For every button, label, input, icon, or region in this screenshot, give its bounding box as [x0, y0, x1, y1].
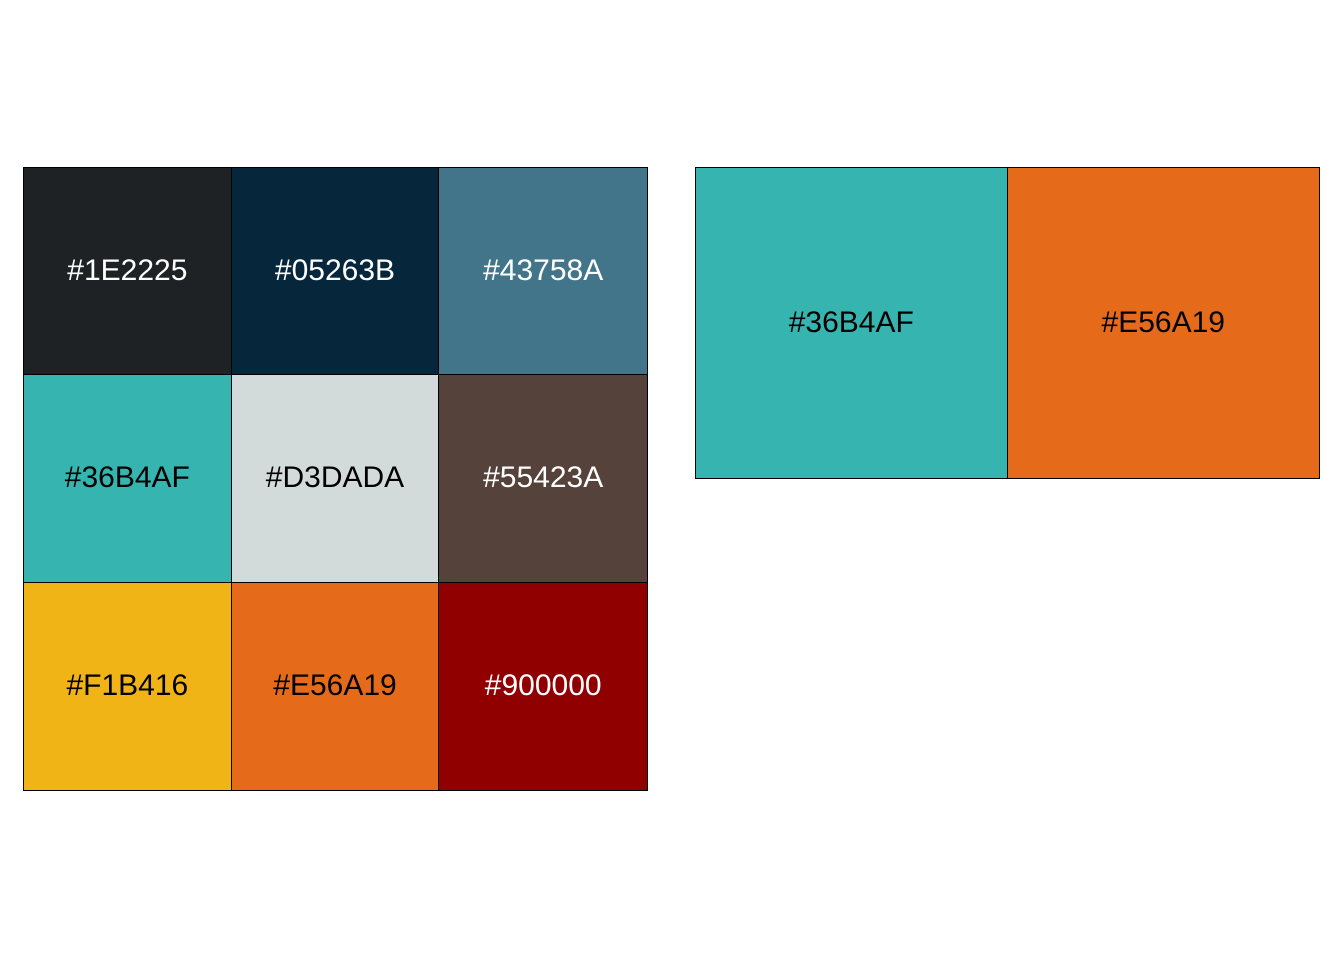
color-swatch: #1E2225 — [24, 168, 232, 376]
color-swatch: #05263B — [231, 168, 440, 376]
swatch-hex-label: #F1B416 — [66, 669, 189, 703]
swatch-hex-label: #36B4AF — [788, 306, 914, 339]
swatch-hex-label: #05263B — [274, 254, 396, 288]
color-swatch: #36B4AF — [696, 168, 1008, 478]
swatch-hex-label: #36B4AF — [64, 461, 190, 495]
color-swatch: #D3DADA — [231, 375, 440, 583]
swatch-hex-label: #55423A — [483, 461, 604, 495]
palette-grid-main: #1E2225 #05263B #43758A #36B4AF #D3DADA #5542… — [23, 167, 648, 791]
color-swatch: #55423A — [439, 375, 647, 583]
swatch-hex-label: #E56A19 — [1101, 306, 1225, 339]
color-swatch: #900000 — [439, 582, 647, 790]
color-swatch: #F1B416 — [24, 582, 232, 790]
swatch-hex-label: #900000 — [484, 669, 602, 703]
swatch-hex-label: #1E2225 — [67, 254, 188, 288]
swatch-hex-label: #E56A19 — [273, 669, 397, 703]
color-swatch: #36B4AF — [24, 375, 232, 583]
color-swatch: #E56A19 — [231, 582, 440, 790]
swatch-hex-label: #43758A — [483, 254, 604, 288]
palette-grid-accent: #36B4AF #E56A19 — [695, 167, 1320, 479]
color-swatch: #43758A — [439, 168, 647, 376]
color-swatch: #E56A19 — [1007, 168, 1319, 478]
swatch-hex-label: #D3DADA — [265, 461, 405, 495]
